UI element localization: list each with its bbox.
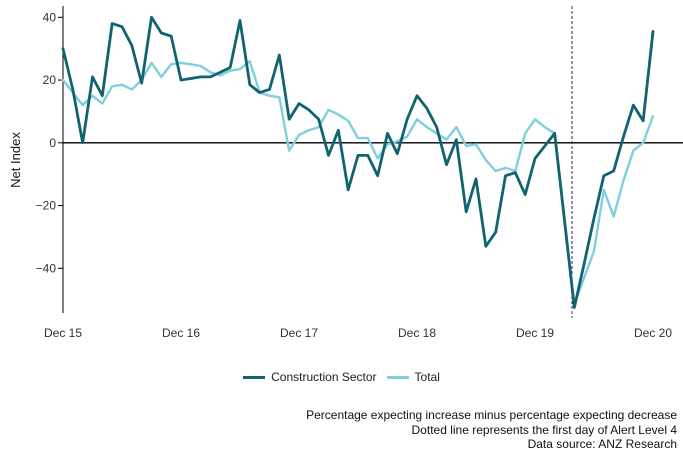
series-line-construction-sector [61, 15, 655, 309]
line-chart: Net Index −40 −20 0 20 40 Dec 15 Dec 16 Dec 17… [8, 6, 683, 340]
y-tick-label: 40 [43, 10, 57, 24]
y-tick-label: −40 [36, 261, 57, 275]
note-dotted-line: Dotted line represents the first day of … [411, 422, 677, 437]
y-ticks: −40 −20 0 20 40 [36, 10, 63, 275]
legend: Construction Sector Total [0, 370, 683, 384]
series-lines [61, 15, 655, 309]
x-tick-label: Dec 15 [44, 326, 82, 340]
x-tick-label: Dec 16 [162, 326, 200, 340]
x-ticks: Dec 15 Dec 16 Dec 17 Dec 18 Dec 19 Dec 20 [44, 326, 672, 340]
y-tick-label: −20 [36, 199, 57, 213]
legend-item-construction-sector: Construction Sector [243, 370, 377, 384]
note-definition: Percentage expecting increase minus perc… [306, 408, 677, 422]
chart-notes: Percentage expecting increase minus perc… [306, 408, 677, 452]
x-tick-label: Dec 17 [280, 326, 318, 340]
x-tick-label: Dec 19 [516, 326, 554, 340]
legend-label-construction-sector: Construction Sector [271, 370, 377, 384]
x-tick-label: Dec 18 [398, 326, 436, 340]
legend-swatch-construction-sector [243, 375, 266, 379]
x-tick-label: Dec 20 [634, 326, 672, 340]
legend-label-total: Total [414, 370, 440, 384]
y-axis-title: Net Index [8, 132, 23, 188]
y-tick-label: 20 [43, 73, 57, 87]
legend-item-total: Total [386, 370, 440, 384]
note-data-source: Data source: ANZ Research [527, 437, 677, 451]
legend-swatch-total [386, 375, 409, 379]
y-tick-label: 0 [49, 136, 56, 150]
series-line-total [61, 60, 655, 306]
